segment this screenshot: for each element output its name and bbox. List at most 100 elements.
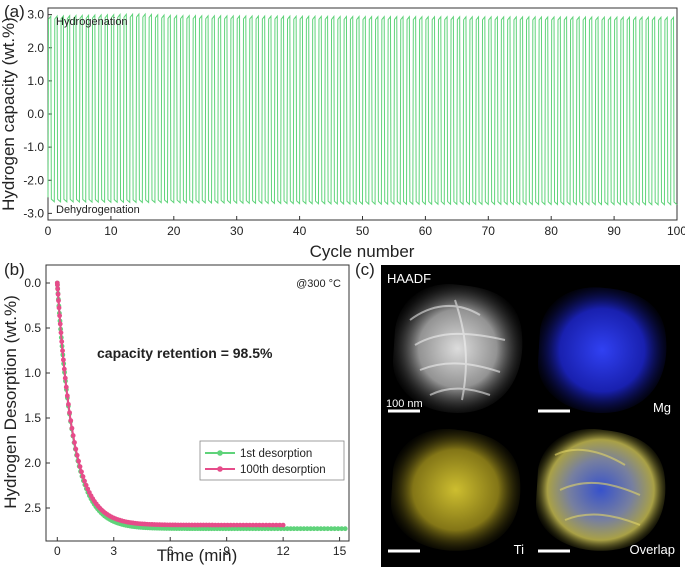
b-data-point: [308, 526, 314, 532]
panel-a: (a) 0 10 20 30 40 50 60 70 80 90 100 3.0 2.0 1.0 0.0 -1…: [0, 2, 685, 261]
b-data-point: [61, 366, 67, 372]
panel-b: (b) 0 3 6 9 12 15 0.0 0.5 1.0 1.5 2.0 2.5 @300 °C c…: [1, 260, 350, 565]
b-data-point: [257, 522, 262, 528]
b-data-point: [79, 469, 84, 475]
b-x-tick-label: 6: [167, 544, 174, 558]
b-data-point: [66, 401, 71, 407]
b-series-line-100th: [56, 283, 284, 527]
a-y-tick-label: 3.0: [27, 8, 44, 22]
a-x-tick-label: 30: [230, 224, 244, 238]
a-x-tick-label: 90: [607, 224, 621, 238]
b-data-point: [57, 321, 63, 327]
a-x-tick-label: 40: [293, 224, 307, 238]
a-y-tick-label: -3.0: [23, 206, 44, 220]
b-y-tick-label: 2.5: [24, 501, 41, 515]
a-x-tick-label: 0: [45, 224, 52, 238]
b-data-point: [304, 526, 310, 532]
b-y-tick-label: 1.0: [24, 366, 41, 380]
b-data-point: [260, 522, 266, 528]
b-data-point: [277, 522, 283, 528]
mg-map: Mg: [537, 287, 671, 415]
b-data-point: [288, 526, 294, 532]
panel-b-series: [54, 280, 348, 532]
temperature-annotation: @300 °C: [296, 278, 341, 290]
panel-c-label: (c): [355, 260, 375, 279]
panel-c: (c) HAADF 100 nm Mg Ti Overlap: [355, 260, 680, 567]
panel-b-x-axis-label: Time (min): [157, 546, 238, 565]
b-data-point: [332, 526, 338, 532]
b-data-point: [56, 298, 61, 304]
panel-b-axes: 0 3 6 9 12 15 0.0 0.5 1.0 1.5 2.0 2.5: [24, 276, 346, 558]
panel-a-capacity-line: [47, 12, 678, 206]
b-data-point: [280, 522, 286, 528]
scale-bar-label: 100 nm: [386, 398, 423, 410]
b-data-point: [62, 375, 68, 381]
b-data-point: [61, 357, 66, 363]
b-data-point: [80, 474, 86, 479]
panel-b-y-axis-label: Hydrogen Desorption (wt.%): [1, 295, 20, 509]
b-data-point: [55, 282, 60, 288]
a-x-tick-label: 80: [545, 224, 559, 238]
panel-a-axes: 0 10 20 30 40 50 60 70 80 90 100 3.0 2.0 1.0 0.0 -1.0 -2…: [23, 8, 685, 238]
b-data-point: [56, 305, 62, 311]
panel-b-legend: 1st desorption 100th desorption: [199, 440, 345, 481]
b-data-point: [67, 410, 72, 416]
b-data-point: [339, 526, 345, 532]
b-data-point: [263, 522, 269, 528]
ti-label: Ti: [514, 542, 524, 557]
a-y-tick-label: -2.0: [23, 173, 44, 187]
a-y-tick-label: 2.0: [27, 41, 44, 55]
b-data-point: [77, 464, 83, 470]
panel-a-x-axis-label: Cycle number: [310, 242, 415, 261]
mg-label: Mg: [653, 400, 671, 415]
b-data-point: [325, 526, 331, 532]
b-series-line-1st: [56, 283, 346, 530]
b-data-point: [73, 446, 79, 452]
b-y-tick-label: 1.5: [24, 411, 41, 425]
panel-a-y-axis-label: Hydrogen capacity (wt.%): [0, 17, 18, 211]
b-data-point: [273, 522, 279, 528]
a-y-tick-label: 1.0: [27, 74, 44, 88]
overlap-map: Overlap: [535, 429, 675, 557]
b-data-point: [69, 425, 75, 431]
b-data-point: [318, 526, 324, 532]
panel-b-frame: [45, 264, 350, 542]
b-data-point: [321, 526, 327, 532]
b-data-point: [335, 526, 341, 532]
haadf-image: HAADF 100 nm: [386, 271, 523, 413]
b-x-tick-label: 9: [223, 544, 230, 558]
haadf-label: HAADF: [387, 271, 431, 286]
a-x-tick-label: 100: [667, 224, 685, 238]
ti-map: Ti: [388, 429, 524, 557]
a-x-tick-label: 20: [167, 224, 181, 238]
b-data-point: [342, 526, 348, 532]
b-y-tick-label: 0.0: [24, 276, 41, 290]
b-x-tick-label: 3: [110, 544, 117, 558]
a-x-tick-label: 60: [419, 224, 433, 238]
b-data-point: [76, 458, 81, 464]
b-data-point: [298, 526, 303, 532]
a-x-tick-label: 70: [482, 224, 496, 238]
b-y-tick-label: 2.0: [24, 456, 41, 470]
b-x-tick-label: 15: [333, 544, 347, 558]
legend-marker-100th: [217, 466, 223, 472]
b-data-point: [58, 330, 64, 336]
a-y-tick-label: -1.0: [23, 140, 44, 154]
b-data-point: [57, 313, 63, 319]
b-data-point: [68, 418, 74, 423]
b-data-point: [60, 348, 65, 354]
legend-label-1st: 1st desorption: [240, 448, 312, 460]
b-data-point: [311, 526, 317, 532]
b-data-point: [59, 339, 65, 344]
b-data-point: [55, 291, 61, 297]
legend-label-100th: 100th desorption: [240, 464, 326, 476]
b-data-point: [291, 526, 297, 532]
a-y-tick-label: 0.0: [27, 107, 44, 121]
dehydrogenation-annotation: Dehydrogenation: [56, 204, 140, 216]
a-x-tick-label: 10: [104, 224, 118, 238]
legend-marker-1st: [217, 450, 223, 456]
b-data-point: [55, 286, 61, 292]
capacity-retention-label: capacity retention = 98.5%: [97, 345, 273, 361]
hydrogenation-annotation: Hydrogenation: [56, 16, 128, 28]
